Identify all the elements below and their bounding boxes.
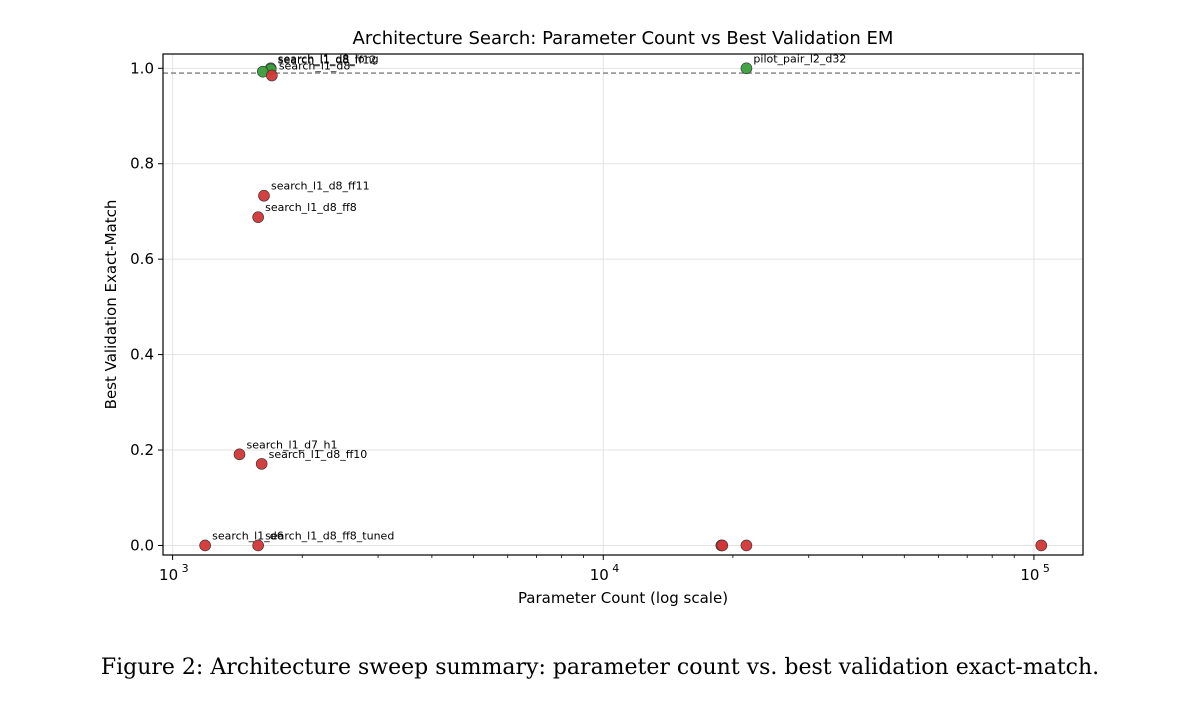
data-point — [255, 458, 268, 470]
data-point — [740, 62, 753, 75]
x-tick-exponent: 4 — [612, 562, 619, 575]
x-tick-label: 10 — [159, 566, 178, 584]
data-point — [252, 539, 264, 552]
x-tick-label: 10 — [1020, 566, 1039, 584]
y-tick-label: 1.0 — [130, 59, 154, 77]
x-tick-exponent: 5 — [1043, 562, 1050, 575]
x-axis-label: Parameter Count (log scale) — [518, 589, 728, 607]
data-point — [266, 69, 278, 82]
point-label: search_l1_d8 — [279, 59, 351, 72]
y-tick-label: 0.2 — [130, 441, 154, 459]
y-axis-ticks: 0.0 0.2 0.4 0.6 0.8 1.0 — [130, 59, 163, 554]
plot-frame — [162, 53, 1084, 556]
data-point — [233, 448, 246, 461]
points-layer — [199, 62, 1048, 552]
x-tick-label: 10 — [590, 566, 609, 584]
y-axis-label: Best Validation Exact-Match — [102, 200, 120, 410]
point-label: search_l1_d8_ff12 — [278, 53, 377, 66]
x-axis-ticks: 10 3 10 4 10 5 — [159, 555, 1050, 584]
point-label: search_l1_d6 — [212, 529, 284, 542]
y-tick-label: 0.0 — [130, 536, 154, 554]
point-label: search_l1_d8_ff8_tuned — [265, 529, 394, 542]
y-tick-label: 0.8 — [130, 155, 154, 173]
y-tick-label: 0.4 — [130, 346, 154, 364]
y-tick-label: 0.6 — [130, 250, 154, 268]
data-point — [252, 211, 264, 223]
data-point — [199, 539, 211, 552]
point-label: pilot_pair_l2_d32 — [753, 52, 846, 65]
data-point — [258, 189, 270, 202]
point-label: search_l1_d8_ff10 — [269, 448, 368, 461]
x-tick-exponent: 3 — [182, 562, 189, 575]
point-label: search_l1_d8_long — [278, 52, 379, 65]
point-label: search_l1_d8_ff11 — [271, 180, 370, 193]
data-point — [1035, 539, 1048, 552]
figure-caption: Figure 2: Architecture sweep summary: pa… — [100, 655, 1100, 680]
chart-title: Architecture Search: Parameter Count vs … — [353, 28, 894, 49]
data-point — [716, 539, 729, 552]
grid-layer — [163, 54, 1083, 555]
data-point — [740, 539, 753, 552]
point-label: search_l1_d8_ff8 — [265, 201, 357, 214]
scatter-chart: Architecture Search: Parameter Count vs … — [102, 28, 1084, 607]
point-label: search_l1_d7_h1 — [246, 438, 337, 451]
point-labels-layer: search_l1_d8_longsearch_l1_d8_ff12search… — [212, 52, 846, 542]
